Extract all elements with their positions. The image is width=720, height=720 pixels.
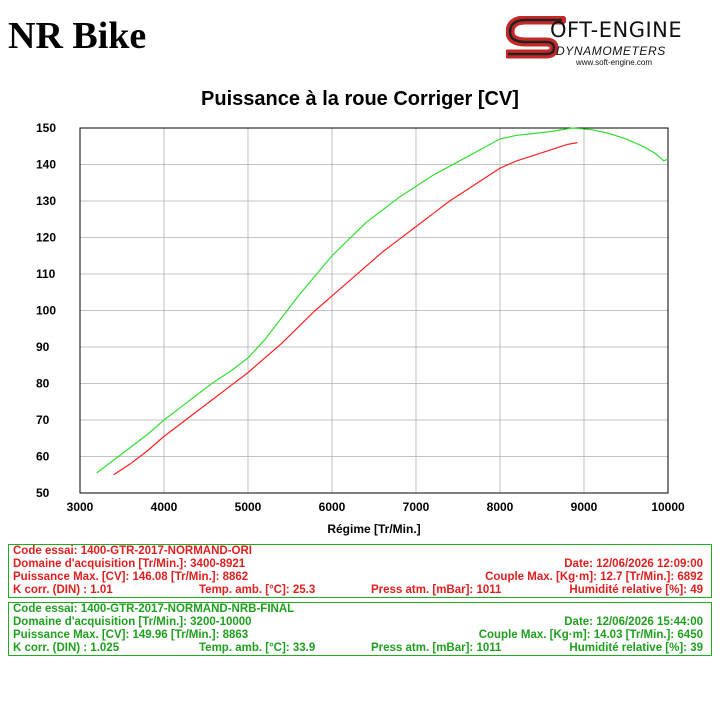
test-torque-max: Couple Max. [Kg·m]: 12.7 [Tr/Min.]: 6892 [485,571,703,583]
y-tick-label: 90 [36,340,50,354]
test-date: Date: 12/06/2026 12:09:00 [564,558,703,570]
test-power-max: Puissance Max. [CV]: 149.96 [Tr/Min.]: 8… [13,629,249,641]
series-line-2 [96,127,669,474]
chart-title: Puissance à la roue Corriger [CV] [201,88,519,110]
y-tick-label: 80 [36,377,50,391]
test-power-max: Puissance Max. [CV]: 146.08 [Tr/Min.]: 8… [13,571,249,583]
test-kcorr: K corr. (DIN) : 1.025 [13,642,120,654]
brand-title: NR Bike [8,15,147,57]
logo-url: www.soft-engine.com [576,58,653,67]
y-tick-label: 100 [36,304,56,318]
y-tick-label: 50 [36,486,50,500]
test-info-box-1: Code essai: 1400-GTR-2017-NORMAND-ORI Do… [8,544,712,598]
y-tick-label: 70 [36,413,50,427]
test-code: Code essai: 1400-GTR-2017-NORMAND-NRB-FI… [13,603,295,615]
x-tick-label: 10000 [651,500,685,514]
test-temp: Temp. amb. [°C]: 25.3 [199,584,316,596]
test-date: Date: 12/06/2026 15:44:00 [564,616,703,628]
x-tick-label: 9000 [571,500,598,514]
test-info-box-2: Code essai: 1400-GTR-2017-NORMAND-NRB-FI… [8,602,712,656]
logo-subtitle: DYNAMOMETERS [556,44,666,58]
x-tick-label: 3000 [67,500,94,514]
y-tick-label: 120 [36,231,56,245]
logo-text: OFT-ENGINE [550,18,683,42]
y-tick-label: 110 [36,267,56,281]
x-tick-label: 7000 [403,500,430,514]
test-torque-max: Couple Max. [Kg·m]: 14.03 [Tr/Min.]: 645… [478,629,703,641]
x-tick-label: 5000 [235,500,262,514]
test-code: Code essai: 1400-GTR-2017-NORMAND-ORI [13,545,253,557]
series-line-1 [113,142,578,476]
plot-frame [79,127,669,494]
test-domain: Domaine d'acquisition [Tr/Min.]: 3400-89… [13,558,246,570]
test-humidity: Humidité relative [%]: 49 [569,584,703,596]
y-tick-label: 150 [36,121,56,135]
test-domain: Domaine d'acquisition [Tr/Min.]: 3200-10… [13,616,252,628]
x-tick-label: 4000 [151,500,178,514]
x-tick-label: 8000 [487,500,514,514]
y-tick-label: 60 [36,450,50,464]
test-kcorr: K corr. (DIN) : 1.01 [13,584,113,596]
test-humidity: Humidité relative [%]: 39 [569,642,703,654]
x-tick-label: 6000 [319,500,346,514]
soft-engine-logo: OFT-ENGINE DYNAMOMETERS www.soft-engine.… [506,16,716,82]
x-axis-label: Régime [Tr/Min.] [327,522,420,536]
test-temp: Temp. amb. [°C]: 33.9 [199,642,316,654]
test-press: Press atm. [mBar]: 1011 [371,642,502,654]
y-tick-label: 130 [36,194,56,208]
test-press: Press atm. [mBar]: 1011 [371,584,502,596]
logo-s-swoosh-icon [506,16,566,59]
y-tick-label: 140 [36,158,56,172]
